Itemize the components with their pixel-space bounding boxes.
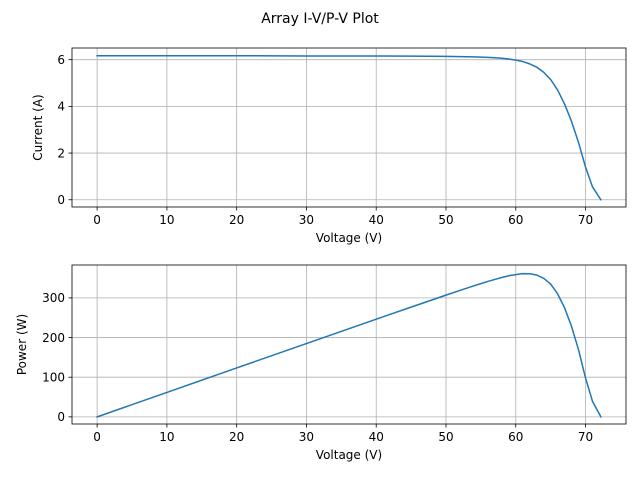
y-tick-label: 2 <box>57 146 65 160</box>
y-axis-label: Current (A) <box>31 94 45 160</box>
x-tick-label: 20 <box>229 213 244 227</box>
x-tick-label: 20 <box>229 430 244 444</box>
y-tick-label: 6 <box>57 53 65 67</box>
iv-plot: 0 10 20 30 40 50 60 70 0 2 4 6 Voltage (V) Current (A… <box>31 47 627 245</box>
x-axis-label: Voltage (V) <box>316 448 382 462</box>
x-tick-label: 60 <box>508 430 523 444</box>
pv-plot: 0 10 20 30 40 50 60 70 0 100 200 300 Voltage (V) Powe… <box>15 264 627 462</box>
power-curve <box>96 272 602 418</box>
x-tick-label: 40 <box>369 430 384 444</box>
current-curve <box>96 54 602 201</box>
x-tick-label: 0 <box>93 430 101 444</box>
y-tick-label: 0 <box>57 193 65 207</box>
x-tick-label: 40 <box>369 213 384 227</box>
y-tick-label: 100 <box>42 371 65 385</box>
y-tick-label: 300 <box>42 291 65 305</box>
y-axis-label: Power (W) <box>15 314 29 375</box>
x-tick-label: 30 <box>299 430 314 444</box>
x-axis-label: Voltage (V) <box>316 231 382 245</box>
axes-frame <box>71 47 627 208</box>
x-tick-label: 0 <box>93 213 101 227</box>
x-tick-label: 10 <box>159 213 174 227</box>
axes-frame <box>71 264 627 425</box>
y-tick-label: 4 <box>57 100 65 114</box>
x-tick-label: 70 <box>578 213 593 227</box>
x-tick-label: 60 <box>508 213 523 227</box>
x-tick-label: 50 <box>438 430 453 444</box>
x-tick-label: 30 <box>299 213 314 227</box>
x-tick-label: 10 <box>159 430 174 444</box>
x-tick-label: 70 <box>578 430 593 444</box>
x-tick-label: 50 <box>438 213 453 227</box>
y-tick-label: 0 <box>57 410 65 424</box>
figure-title: Array I-V/P-V Plot <box>261 11 379 27</box>
y-tick-label: 200 <box>42 331 65 345</box>
